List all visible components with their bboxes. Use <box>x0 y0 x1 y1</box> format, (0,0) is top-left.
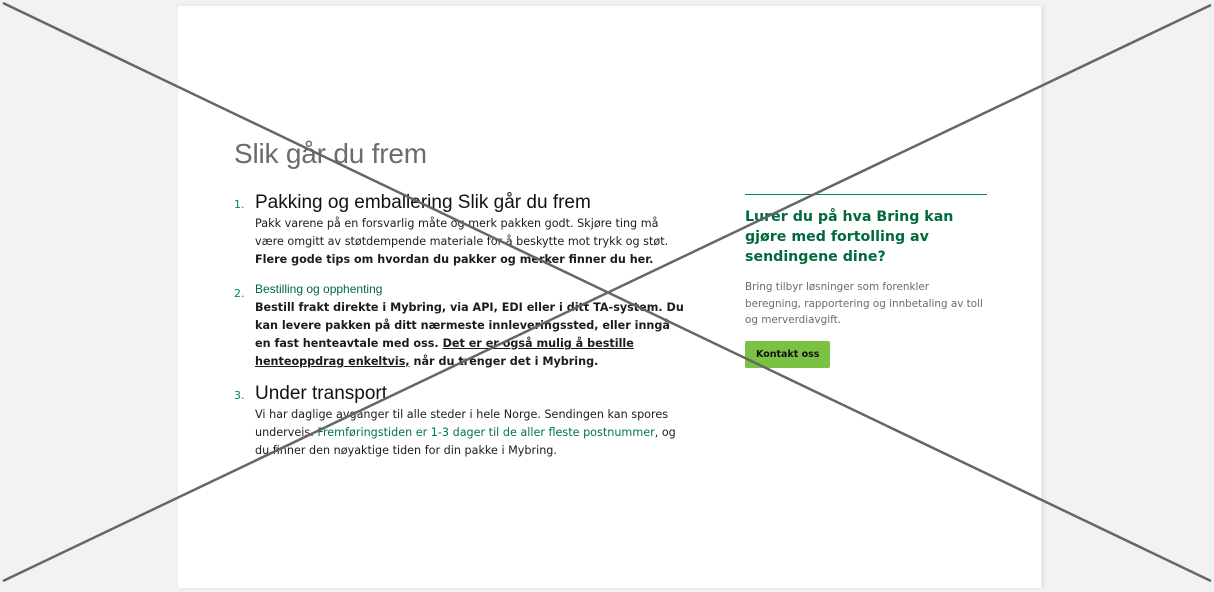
packing-tips-link[interactable]: Flere gode tips om hvordan du pakker og … <box>255 253 654 266</box>
contact-us-button[interactable]: Kontakt oss <box>745 340 831 368</box>
step-number: 2. <box>234 287 245 300</box>
page-title: Slik går du frem <box>234 138 427 169</box>
step-text: Vi har daglige avganger til alle steder … <box>255 406 688 460</box>
step-2: 2. Bestilling og opphenting Bestill frak… <box>234 281 688 371</box>
step-title: Bestilling og opphenting <box>255 282 383 296</box>
step-title: Under transport <box>255 383 388 404</box>
step-text: Bestill frakt direkte i Mybring, via API… <box>255 299 688 371</box>
delivery-time-link[interactable]: Fremføringstiden er 1-3 dager til de all… <box>317 426 655 439</box>
step-title: Pakking og emballering Slik går du frem <box>255 192 591 213</box>
step-body: Pakk varene på en forsvarlig måte og mer… <box>255 217 669 248</box>
step-number: 1. <box>234 198 245 211</box>
step-1: 1. Pakking og emballering Slik går du fr… <box>234 192 688 269</box>
step-number: 3. <box>234 389 245 402</box>
content-panel: Slik går du frem 1. Pakking og emballeri… <box>178 6 1041 588</box>
customs-heading: Lurer du på hva Bring kan gjøre med fort… <box>745 209 954 265</box>
step-body-end: når du trenger det i Mybring. <box>409 355 599 368</box>
step-text: Pakk varene på en forsvarlig måte og mer… <box>255 215 688 269</box>
customs-info-box: Lurer du på hva Bring kan gjøre med fort… <box>745 194 987 368</box>
step-3: 3. Under transport Vi har daglige avgang… <box>234 383 688 460</box>
steps-list: 1. Pakking og emballering Slik går du fr… <box>234 192 688 472</box>
customs-text: Bring tilbyr løsninger som forenkler ber… <box>745 281 983 326</box>
divider <box>745 194 987 195</box>
